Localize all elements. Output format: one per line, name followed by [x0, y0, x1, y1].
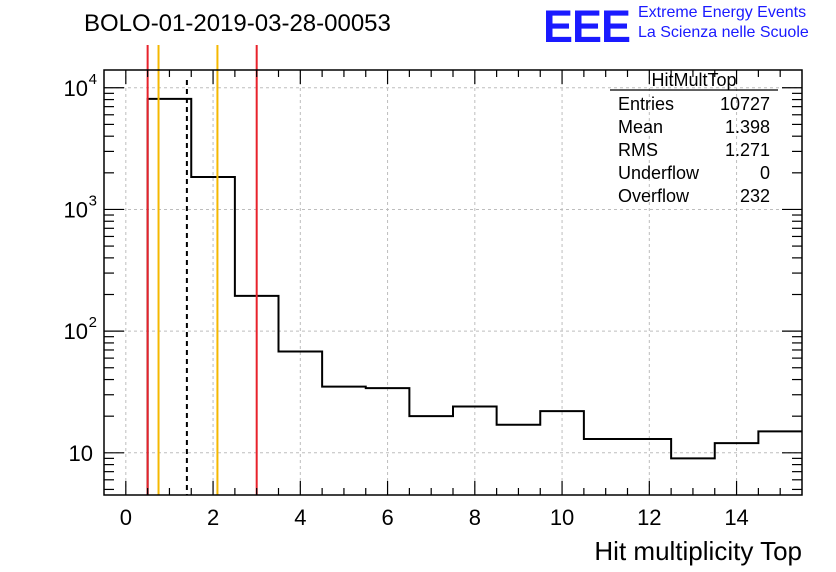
x-tick-label: 0: [120, 505, 132, 530]
stats-label: RMS: [618, 140, 658, 160]
stats-label: Entries: [618, 94, 674, 114]
stats-value: 10727: [720, 94, 770, 114]
stats-label: Mean: [618, 117, 663, 137]
x-axis-title: Hit multiplicity Top: [594, 536, 802, 566]
plot-frame: [103, 69, 803, 496]
histogram-outline: [146, 97, 802, 495]
x-tick-label: 6: [381, 505, 393, 530]
stats-value: 0: [760, 163, 770, 183]
stats-title: HitMultTop: [651, 70, 736, 90]
eee-logo: EEE: [543, 1, 631, 52]
logo-subtitle-line2: La Scienza nelle Scuole: [638, 24, 809, 41]
y-tick-label: 10: [64, 197, 88, 222]
stats-value: 232: [740, 186, 770, 206]
stats-value: 1.271: [725, 140, 770, 160]
x-tick-label: 2: [207, 505, 219, 530]
x-tick-label: 14: [724, 505, 748, 530]
y-tick-label: 10: [64, 319, 88, 344]
grid-lines: [104, 70, 802, 495]
y-tick-exponent: 3: [89, 192, 97, 209]
stats-label: Underflow: [618, 163, 700, 183]
stats-label: Overflow: [618, 186, 690, 206]
y-tick-exponent: 4: [89, 71, 97, 88]
stats-box: HitMultTop Entries 10727 Mean 1.398 RMS 1.271 U…: [610, 70, 778, 206]
marker-lines: [146, 45, 258, 495]
x-tick-label: 12: [637, 505, 661, 530]
chart-title: BOLO-01-2019-03-28-00053: [84, 10, 391, 37]
x-tick-label: 8: [469, 505, 481, 530]
x-tick-label: 10: [550, 505, 574, 530]
y-tick-label: 10: [69, 441, 93, 466]
x-tick-label: 4: [294, 505, 306, 530]
stats-value: 1.398: [725, 117, 770, 137]
y-tick-exponent: 2: [89, 314, 97, 331]
logo-subtitle-line1: Extreme Energy Events: [638, 4, 807, 21]
histogram-series: [146, 97, 802, 495]
y-tick-label: 10: [64, 76, 88, 101]
